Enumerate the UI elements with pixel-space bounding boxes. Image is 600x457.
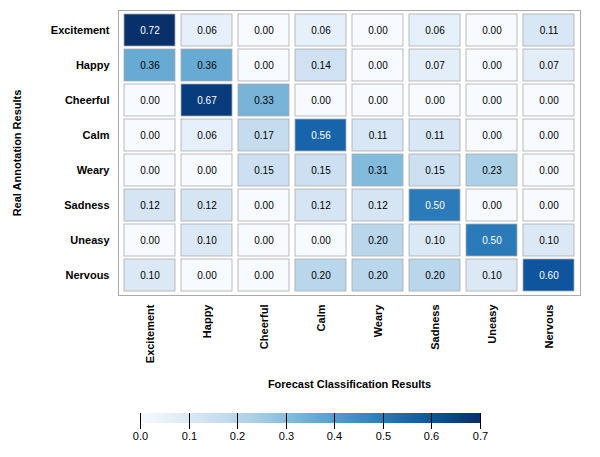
svg-text:0.33: 0.33 [254,95,274,106]
svg-text:Excitement: Excitement [51,24,110,36]
svg-text:0.00: 0.00 [539,130,559,141]
svg-text:Nervous: Nervous [65,269,109,281]
svg-text:0.4: 0.4 [327,430,342,442]
svg-text:0.10: 0.10 [140,270,160,281]
svg-text:0.14: 0.14 [311,60,331,71]
svg-text:0.15: 0.15 [425,165,445,176]
svg-text:0.00: 0.00 [482,60,502,71]
svg-text:0.60: 0.60 [539,270,559,281]
svg-text:0.07: 0.07 [425,60,445,71]
svg-text:0.00: 0.00 [254,25,274,36]
svg-text:0.00: 0.00 [539,95,559,106]
svg-text:0.20: 0.20 [311,270,331,281]
svg-text:0.15: 0.15 [254,165,274,176]
svg-text:Nervous: Nervous [543,305,555,349]
svg-text:Sadness: Sadness [64,199,109,211]
svg-text:0.20: 0.20 [425,270,445,281]
svg-text:0.67: 0.67 [197,95,217,106]
svg-text:0.6: 0.6 [424,430,439,442]
svg-text:0.00: 0.00 [140,130,160,141]
svg-text:0.10: 0.10 [425,235,445,246]
svg-text:Sadness: Sadness [429,305,441,350]
svg-text:Calm: Calm [83,129,110,141]
svg-text:0.36: 0.36 [140,60,160,71]
svg-text:0.12: 0.12 [197,200,217,211]
svg-text:0.72: 0.72 [140,25,160,36]
svg-text:0.0: 0.0 [133,430,148,442]
svg-text:0.10: 0.10 [539,235,559,246]
svg-text:0.00: 0.00 [311,235,331,246]
svg-text:0.2: 0.2 [230,430,245,442]
svg-text:0.15: 0.15 [311,165,331,176]
svg-text:0.20: 0.20 [368,235,388,246]
svg-text:Happy: Happy [201,304,213,339]
svg-text:0.00: 0.00 [482,130,502,141]
svg-text:0.00: 0.00 [140,95,160,106]
svg-text:0.00: 0.00 [482,25,502,36]
svg-text:0.12: 0.12 [140,200,160,211]
svg-text:0.06: 0.06 [311,25,331,36]
svg-text:0.00: 0.00 [140,165,160,176]
svg-text:0.17: 0.17 [254,130,274,141]
svg-text:Real Annotation Results: Real Annotation Results [11,90,23,217]
svg-text:0.12: 0.12 [368,200,388,211]
svg-text:Weary: Weary [372,304,384,338]
svg-text:0.23: 0.23 [482,165,502,176]
svg-text:0.12: 0.12 [311,200,331,211]
svg-text:Cheerful: Cheerful [65,94,110,106]
svg-text:0.5: 0.5 [376,430,391,442]
svg-text:0.11: 0.11 [426,130,445,141]
svg-text:0.10: 0.10 [197,235,217,246]
svg-text:0.00: 0.00 [197,270,217,281]
svg-text:Calm: Calm [315,304,327,331]
svg-text:0.07: 0.07 [539,60,559,71]
svg-text:0.00: 0.00 [482,200,502,211]
svg-text:0.06: 0.06 [197,25,217,36]
svg-text:Cheerful: Cheerful [258,305,270,350]
svg-text:0.00: 0.00 [254,270,274,281]
svg-text:0.3: 0.3 [279,430,294,442]
svg-text:0.00: 0.00 [254,200,274,211]
svg-text:0.36: 0.36 [197,60,217,71]
svg-text:0.50: 0.50 [482,235,502,246]
svg-text:Excitement: Excitement [144,304,156,363]
svg-text:Uneasy: Uneasy [486,304,498,344]
svg-text:0.00: 0.00 [482,95,502,106]
svg-text:Forecast Classification Result: Forecast Classification Results [268,378,431,390]
svg-text:0.7: 0.7 [473,430,488,442]
svg-text:0.10: 0.10 [482,270,502,281]
svg-text:0.00: 0.00 [254,235,274,246]
svg-text:0.20: 0.20 [368,270,388,281]
svg-text:0.00: 0.00 [368,95,388,106]
svg-text:Happy: Happy [76,59,111,71]
svg-text:0.11: 0.11 [369,130,388,141]
svg-text:0.31: 0.31 [368,165,388,176]
svg-text:Weary: Weary [77,164,111,176]
svg-text:0.00: 0.00 [368,25,388,36]
svg-text:0.00: 0.00 [368,60,388,71]
svg-text:0.56: 0.56 [311,130,331,141]
svg-text:0.50: 0.50 [425,200,445,211]
svg-text:0.06: 0.06 [425,25,445,36]
svg-text:0.1: 0.1 [182,430,197,442]
svg-text:0.00: 0.00 [539,165,559,176]
svg-text:0.11: 0.11 [540,25,559,36]
svg-text:Uneasy: Uneasy [70,234,110,246]
svg-text:0.06: 0.06 [197,130,217,141]
svg-text:0.00: 0.00 [197,165,217,176]
svg-text:0.00: 0.00 [140,235,160,246]
svg-text:0.00: 0.00 [539,200,559,211]
svg-text:0.00: 0.00 [311,95,331,106]
svg-text:0.00: 0.00 [425,95,445,106]
svg-text:0.00: 0.00 [254,60,274,71]
